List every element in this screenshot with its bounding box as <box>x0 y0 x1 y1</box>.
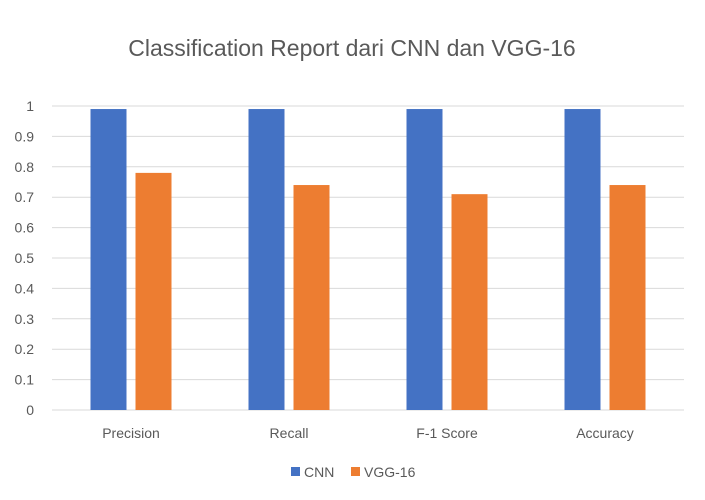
bar-cnn-f-1-score <box>406 109 443 410</box>
legend-swatch <box>351 467 360 476</box>
bar-cnn-recall <box>248 109 285 410</box>
bar-vgg-16-recall <box>293 185 330 410</box>
y-tick-label: 0.8 <box>15 159 35 175</box>
bar-cnn-precision <box>90 109 127 410</box>
x-category-label: Accuracy <box>576 425 634 441</box>
y-tick-label: 0.5 <box>15 250 35 266</box>
y-tick-label: 0.6 <box>15 220 35 236</box>
bar-vgg-16-precision <box>135 172 172 410</box>
legend-label: CNN <box>304 464 334 480</box>
legend-swatch <box>291 467 300 476</box>
bar-vgg-16-f-1-score <box>451 194 488 410</box>
legend-label: VGG-16 <box>364 464 416 480</box>
bar-cnn-accuracy <box>564 109 601 410</box>
bar-vgg-16-accuracy <box>609 185 646 410</box>
y-tick-label: 0.9 <box>15 128 35 144</box>
bars <box>90 109 646 410</box>
y-tick-label: 1 <box>26 98 34 114</box>
x-category-label: F-1 Score <box>416 425 478 441</box>
y-tick-label: 0 <box>26 402 34 418</box>
y-tick-label: 0.7 <box>15 189 35 205</box>
y-tick-label: 0.4 <box>15 280 35 296</box>
y-tick-label: 0.1 <box>15 372 35 388</box>
legend: CNN VGG-16 <box>291 464 416 480</box>
x-axis-categories: Precision Recall F-1 Score Accuracy <box>102 425 634 441</box>
chart-title: Classification Report dari CNN dan VGG-1… <box>128 35 575 61</box>
x-category-label: Precision <box>102 425 160 441</box>
y-tick-label: 0.2 <box>15 341 35 357</box>
y-tick-label: 0.3 <box>15 311 35 327</box>
x-category-label: Recall <box>270 425 309 441</box>
y-axis-ticks: 0 0.1 0.2 0.3 0.4 0.5 0.6 0.7 0.8 0.9 1 <box>15 98 35 418</box>
